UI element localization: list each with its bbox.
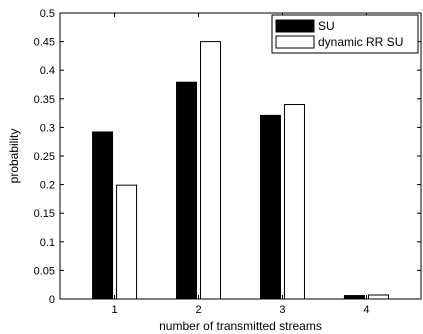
y-axis-ticks: 0 0.05 0.1 0.15 0.2 0.25 0.3 0.35 0.4 0.45 0.5 bbox=[34, 8, 421, 306]
y-tick-label: 0.1 bbox=[40, 237, 55, 249]
x-tick-label: 3 bbox=[279, 304, 285, 316]
x-tick-label: 1 bbox=[112, 304, 118, 316]
bars-layer bbox=[92, 41, 389, 300]
y-tick-label: 0.45 bbox=[34, 37, 55, 49]
y-tick-label: 0.2 bbox=[40, 180, 55, 192]
y-tick-label: 0.3 bbox=[40, 122, 55, 134]
y-tick-label: 0.35 bbox=[34, 94, 55, 106]
y-tick-label: 0.25 bbox=[34, 151, 55, 163]
legend-label: SU bbox=[318, 19, 335, 33]
x-tick-label: 2 bbox=[195, 304, 201, 316]
bar-dynamic-rr-su-2 bbox=[200, 41, 222, 300]
bar-dynamic-rr-su-4 bbox=[367, 294, 389, 300]
legend-swatch bbox=[275, 35, 315, 49]
y-tick-label: 0.05 bbox=[34, 265, 55, 277]
plot-frame bbox=[59, 12, 422, 300]
y-axis-label: probability bbox=[7, 129, 21, 184]
x-tick-label: 4 bbox=[363, 304, 369, 316]
legend: SU dynamic RR SU bbox=[271, 14, 419, 54]
legend-swatch bbox=[275, 19, 315, 33]
bar-su-1 bbox=[92, 131, 114, 300]
bar-su-2 bbox=[176, 81, 198, 300]
y-tick-label: 0 bbox=[49, 294, 55, 306]
y-tick-label: 0.4 bbox=[40, 65, 55, 77]
y-tick-label: 0.15 bbox=[34, 208, 55, 220]
y-tick-label: 0.5 bbox=[40, 8, 55, 20]
bar-su-3 bbox=[259, 114, 281, 300]
bar-su-4 bbox=[343, 295, 365, 300]
x-axis-ticks: 1 2 3 4 bbox=[112, 13, 369, 316]
legend-label: dynamic RR SU bbox=[318, 35, 403, 49]
bar-dynamic-rr-su-3 bbox=[283, 104, 305, 300]
x-axis-label: number of transmitted streams bbox=[159, 319, 322, 333]
bar-dynamic-rr-su-1 bbox=[116, 184, 138, 300]
